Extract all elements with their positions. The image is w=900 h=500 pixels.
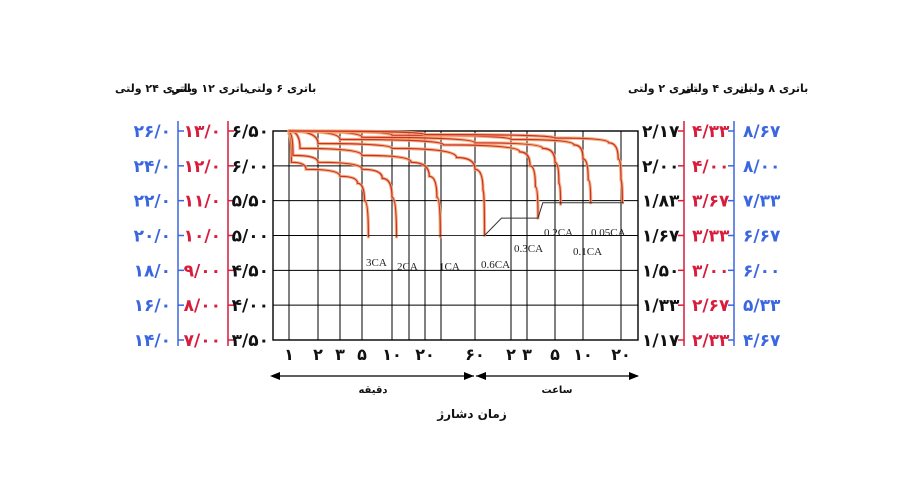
- y-tick-label-right: ۲/۶۷: [692, 296, 730, 316]
- curve-label: 0.3CA: [514, 243, 543, 255]
- y-tick-label-left: ۱۸/۰: [134, 261, 171, 281]
- series-line-core: [288, 133, 369, 238]
- x-tick-label: ۶۰: [465, 345, 485, 364]
- y-tick-label-left: ۶/۵۰: [232, 122, 269, 142]
- y-tick-label-left: ۴/۵۰: [232, 261, 269, 281]
- y-tick-label-left: ۲۲/۰: [134, 192, 171, 212]
- y-tick-label-right: ۱/۳۳: [642, 296, 680, 316]
- x-tick-label: ۱۰: [573, 345, 593, 364]
- y-tick-label-left: ۵/۵۰: [232, 192, 269, 212]
- y-tick-label-right: ۴/۶۷: [743, 331, 781, 351]
- y-axis-title-right: باتری ۴ ولتی: [682, 82, 752, 95]
- y-axis-title-right: باتری ۲ ولتی: [628, 82, 698, 95]
- curve-label: 0.6CA: [481, 259, 510, 271]
- y-tick-label-right: ۲/۱۷: [642, 122, 680, 142]
- curve-label: 1CA: [439, 261, 460, 273]
- y-tick-label-left: ۷/۰۰: [184, 331, 221, 351]
- arrow-head: [464, 372, 474, 380]
- y-tick-label-left: ۱۱/۰: [184, 192, 221, 212]
- y-tick-label-left: ۴/۰۰: [232, 296, 269, 316]
- x-axis-title: زمان دشارژ: [436, 407, 507, 421]
- y-tick-label-left: ۸/۰۰: [184, 296, 221, 316]
- x-tick-label: ۳: [522, 345, 532, 364]
- x-tick-label: ۱: [284, 345, 294, 364]
- y-tick-label-left: ۱۲/۰: [184, 157, 221, 177]
- y-tick-label-left: ۹/۰۰: [184, 261, 221, 281]
- series-line-core: [288, 130, 539, 219]
- x-tick-label: ۲: [506, 345, 516, 364]
- x-tick-label: ۲۰: [611, 345, 631, 364]
- y-tick-label-left: ۲۶/۰: [134, 122, 171, 142]
- series-line-core: [288, 130, 486, 237]
- x-tick-label: ۲: [313, 345, 323, 364]
- x-tick-label: ۵: [550, 345, 560, 364]
- y-tick-label-right: ۱/۱۷: [642, 331, 680, 351]
- y-tick-label-left: ۲۰/۰: [134, 227, 171, 247]
- y-tick-label-right: ۵/۳۳: [743, 296, 781, 316]
- arrow-head: [629, 372, 639, 380]
- y-tick-label-right: ۶/۶۷: [743, 227, 781, 247]
- y-tick-label-left: ۳/۵۰: [232, 331, 269, 351]
- arrow-head: [476, 372, 486, 380]
- series-line-core: [288, 130, 623, 204]
- y-tick-label-right: ۱/۵۰: [642, 261, 679, 281]
- series-line-core: [288, 131, 398, 238]
- y-tick-label-right: ۸/۰۰: [743, 157, 780, 177]
- y-tick-label-right: ۴/۰۰: [692, 157, 729, 177]
- y-tick-label-right: ۲/۰۰: [642, 157, 679, 177]
- curve-label: 0.2CA: [544, 227, 573, 239]
- y-tick-label-right: ۱/۶۷: [642, 227, 680, 247]
- y-tick-label-left: ۲۴/۰: [134, 157, 171, 177]
- x-group-label-hours: ساعت: [541, 385, 572, 396]
- x-tick-label: ۱۰: [382, 345, 402, 364]
- y-tick-label-left: ۵/۰۰: [232, 227, 269, 247]
- y-axis-title-left: باتری ۶ ولتی: [246, 82, 316, 95]
- curve-label: 0.05CA: [591, 227, 626, 239]
- y-tick-label-left: ۶/۰۰: [232, 157, 269, 177]
- y-tick-label-left: ۱۴/۰: [134, 331, 171, 351]
- curve-label: 2CA: [397, 261, 418, 273]
- x-tick-label: ۲۰: [415, 345, 435, 364]
- cutoff-voltage-line: [368, 202, 624, 236]
- y-tick-label-right: ۳/۶۷: [692, 192, 730, 212]
- y-tick-label-left: ۱۶/۰: [134, 296, 171, 316]
- y-tick-label-right: ۷/۳۳: [743, 192, 781, 212]
- y-axis-title-right: باتری ۸ ولتی: [738, 82, 808, 95]
- arrow-head: [270, 372, 280, 380]
- curve-label: 0.1CA: [573, 246, 602, 258]
- y-tick-label-right: ۴/۳۳: [692, 122, 730, 142]
- curve-label: 3CA: [366, 257, 387, 269]
- x-group-label-minutes: دقیقه: [358, 385, 387, 396]
- y-tick-label-right: ۸/۶۷: [743, 122, 781, 142]
- x-tick-label: ۵: [357, 345, 367, 364]
- y-tick-label-right: ۲/۳۳: [692, 331, 730, 351]
- y-tick-label-right: ۱/۸۳: [642, 192, 680, 212]
- series-line-core: [288, 130, 592, 204]
- y-tick-label-right: ۶/۰۰: [743, 261, 780, 281]
- series-line-core: [288, 130, 562, 205]
- series-line: [287, 129, 442, 239]
- y-tick-label-left: ۱۰/۰: [184, 227, 221, 247]
- series-line-core: [288, 130, 441, 238]
- x-tick-label: ۳: [335, 345, 345, 364]
- y-tick-label-right: ۳/۳۳: [692, 227, 730, 247]
- y-axis-title-left: باتری ۲۴ ولتی: [115, 82, 192, 95]
- y-axis-title-left: باتری ۱۲ ولتی: [171, 82, 248, 95]
- y-tick-label-right: ۳/۰۰: [692, 261, 729, 281]
- y-tick-label-left: ۱۳/۰: [184, 122, 221, 142]
